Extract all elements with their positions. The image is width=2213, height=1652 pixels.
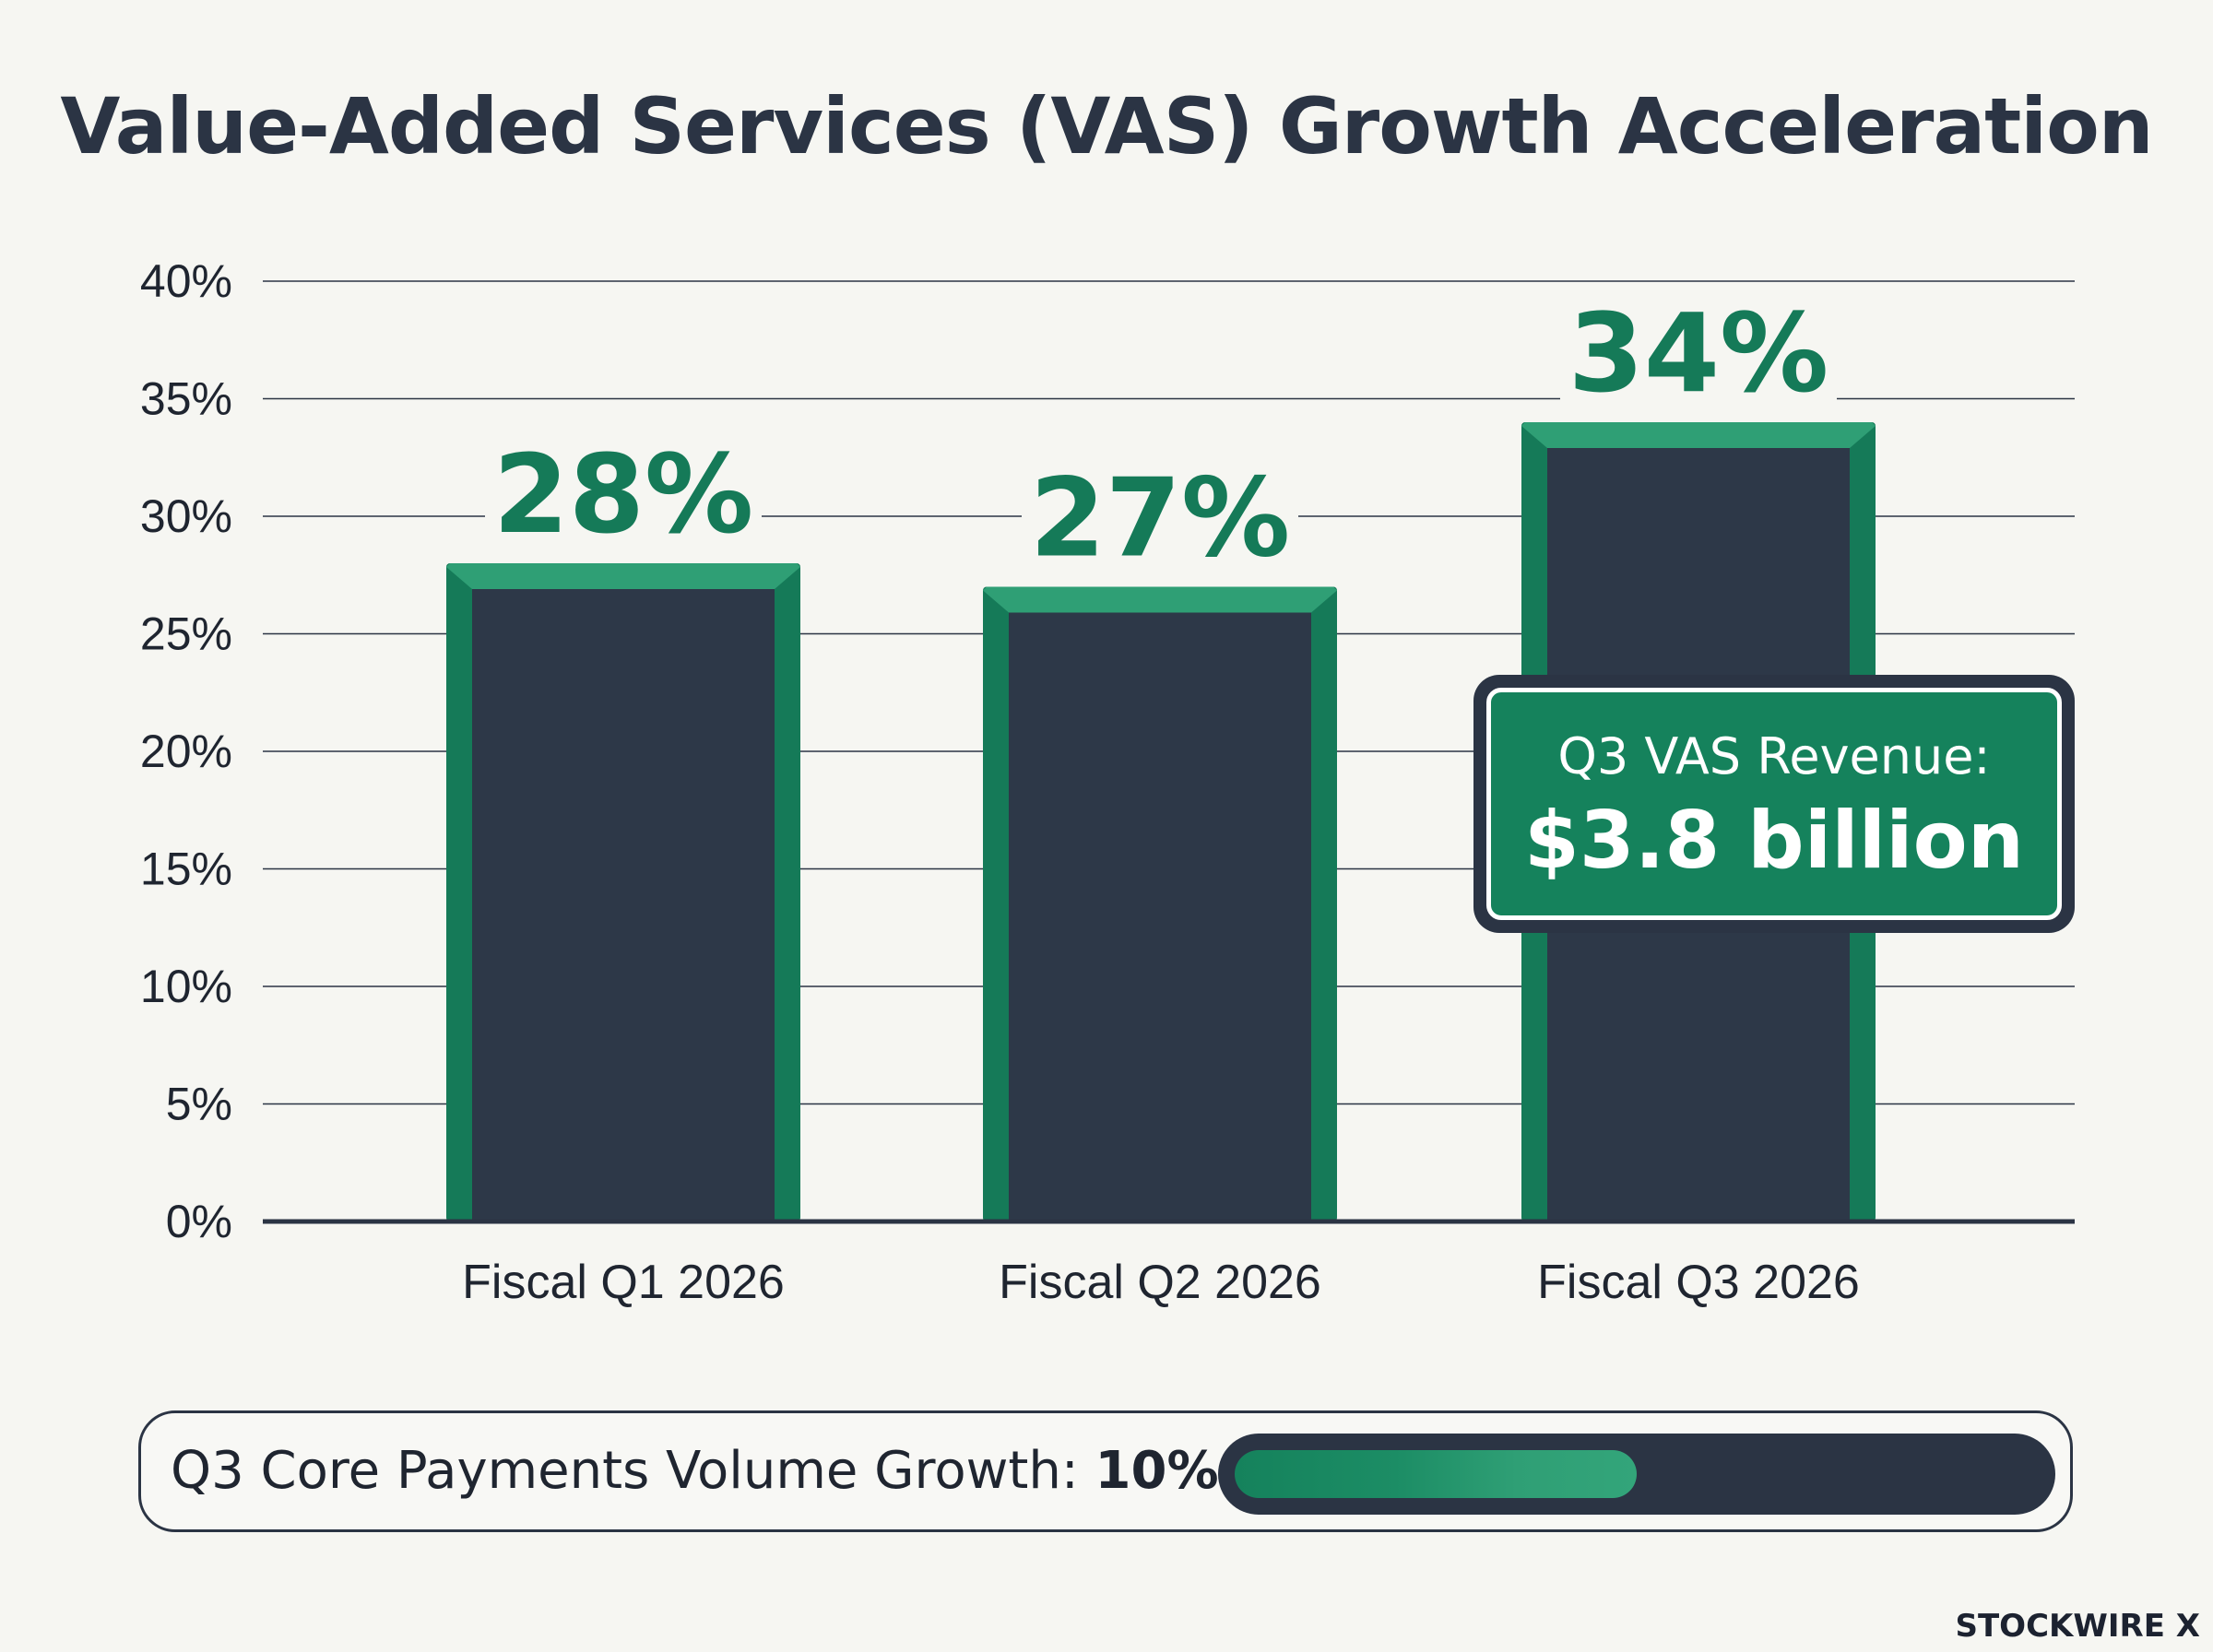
y-tick-label: 10% bbox=[140, 961, 232, 1012]
value-label-backing bbox=[1022, 463, 1298, 565]
chart-title: Value-Added Services (VAS) Growth Accele… bbox=[60, 81, 2153, 171]
core-payments-kpi: Q3 Core Payments Volume Growth: 10% bbox=[138, 1410, 2073, 1532]
y-tick-label: 35% bbox=[140, 373, 232, 425]
x-tick-label: Fiscal Q3 2026 bbox=[1537, 1256, 1860, 1309]
value-label-backing bbox=[1560, 299, 1837, 400]
x-tick-label: Fiscal Q2 2026 bbox=[999, 1256, 1321, 1309]
kpi-label: Q3 Core Payments Volume Growth: bbox=[171, 1441, 1095, 1501]
value-label: 34% bbox=[1568, 289, 1828, 417]
y-tick-label: 0% bbox=[166, 1196, 232, 1247]
y-tick-label: 25% bbox=[140, 608, 232, 660]
y-tick-label: 5% bbox=[166, 1079, 232, 1130]
bar-group: 28% bbox=[446, 431, 800, 1221]
y-tick-label: 15% bbox=[140, 844, 232, 895]
value-label: 28% bbox=[493, 431, 753, 558]
x-tick-label: Fiscal Q1 2026 bbox=[462, 1256, 785, 1309]
bar-top-bevel bbox=[1521, 422, 1876, 448]
bar-top-bevel bbox=[446, 563, 800, 589]
kpi-text: Q3 Core Payments Volume Growth: 10% bbox=[171, 1413, 1219, 1529]
bar-fill bbox=[472, 589, 775, 1221]
bar-group: 27% bbox=[983, 454, 1337, 1221]
y-tick-label: 40% bbox=[140, 255, 232, 307]
callout-value: $3.8 billion bbox=[1524, 795, 2024, 887]
x-axis: Fiscal Q1 2026 Fiscal Q2 2026 Fiscal Q3 20… bbox=[462, 1256, 1860, 1309]
bar-group: 34% bbox=[1521, 289, 1876, 1221]
kpi-value: 10% bbox=[1095, 1441, 1219, 1501]
y-tick-label: 20% bbox=[140, 726, 232, 777]
kpi-progress-track bbox=[1218, 1434, 2055, 1515]
bar-fill bbox=[1009, 612, 1311, 1221]
y-axis: 0% 5% 10% 15% 20% 25% 30% 35% 40% bbox=[140, 255, 232, 1247]
q3-revenue-callout: Q3 VAS Revenue: $3.8 billion bbox=[1473, 675, 2075, 933]
kpi-progress-fill bbox=[1235, 1450, 1637, 1498]
y-tick-label: 30% bbox=[140, 490, 232, 542]
callout-label: Q3 VAS Revenue: bbox=[1557, 727, 1991, 785]
value-label: 27% bbox=[1030, 454, 1290, 582]
value-label-backing bbox=[485, 440, 762, 541]
callout-panel: Q3 VAS Revenue: $3.8 billion bbox=[1486, 688, 2062, 920]
bar-top-bevel bbox=[983, 586, 1337, 613]
stockwire-logo: STOCKWIRE X bbox=[1955, 1608, 2201, 1645]
bars: 28% 27% 34% bbox=[446, 289, 1876, 1221]
